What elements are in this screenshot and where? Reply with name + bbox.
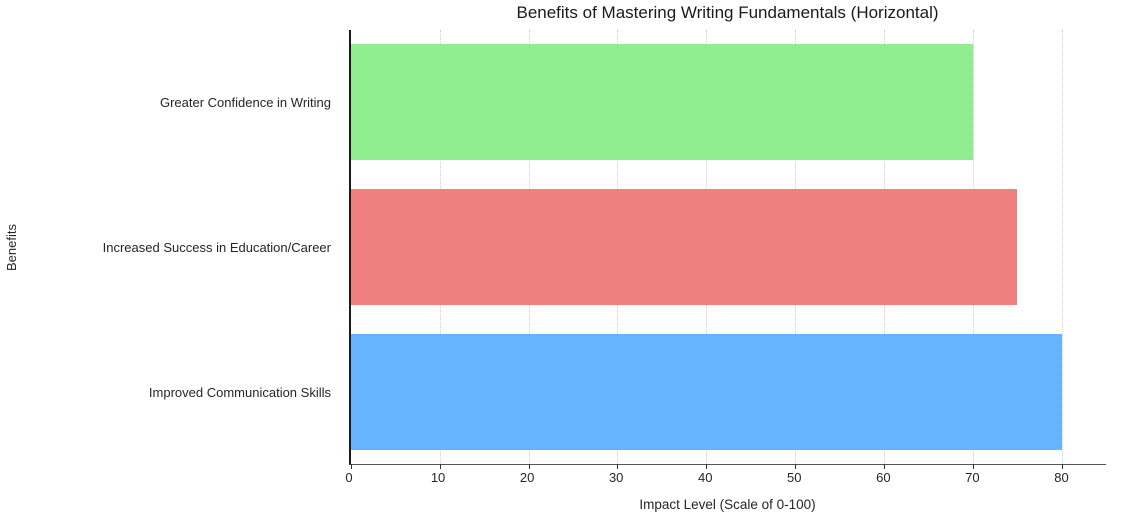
y-tick-label: Improved Communication Skills <box>148 384 331 400</box>
x-tickmark <box>351 464 352 469</box>
y-tick-labels: Greater Confidence in Writing Increased S… <box>30 30 340 465</box>
plot-area <box>349 30 1106 469</box>
chart-title: Benefits of Mastering Writing Fundamenta… <box>516 3 939 22</box>
x-tick-labels: 0 10 20 30 40 50 60 70 80 <box>345 470 1106 488</box>
x-tick-label: 80 <box>1054 470 1069 485</box>
gridline <box>1061 30 1063 464</box>
x-tickmark <box>1061 464 1063 469</box>
x-tickmark <box>972 464 974 469</box>
bar-row <box>351 319 1106 464</box>
x-tick-label: 60 <box>876 470 891 485</box>
bar <box>351 333 1062 450</box>
x-tickmark <box>795 464 797 469</box>
bar <box>351 44 973 161</box>
x-tickmark <box>706 464 708 469</box>
x-tickmark <box>617 464 619 469</box>
bar <box>351 189 1018 305</box>
y-tick-label: Greater Confidence in Writing <box>159 94 331 110</box>
x-tick-label: 30 <box>608 470 624 485</box>
x-tick-label: 0 <box>345 470 353 485</box>
x-tickmark <box>883 464 885 469</box>
y-axis-label: Benefits <box>4 224 19 271</box>
x-tick-label: 50 <box>787 470 802 485</box>
bar-row <box>351 30 1106 175</box>
x-tickmark <box>439 464 441 469</box>
x-tickmark <box>528 464 530 469</box>
x-axis-label: Impact Level (Scale of 0-100) <box>639 497 816 512</box>
x-tick-label: 10 <box>430 470 446 485</box>
x-tick-label: 20 <box>519 470 535 485</box>
bar-row <box>351 175 1106 320</box>
x-tick-label: 40 <box>698 470 713 485</box>
y-tick-label: Increased Success in Education/Career <box>102 239 331 255</box>
x-tick-label: 70 <box>965 470 980 485</box>
